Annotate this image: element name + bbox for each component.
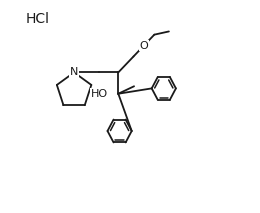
Text: HO: HO (91, 89, 108, 99)
Text: HCl: HCl (26, 12, 50, 26)
Text: O: O (140, 40, 148, 50)
Text: N: N (70, 68, 78, 77)
